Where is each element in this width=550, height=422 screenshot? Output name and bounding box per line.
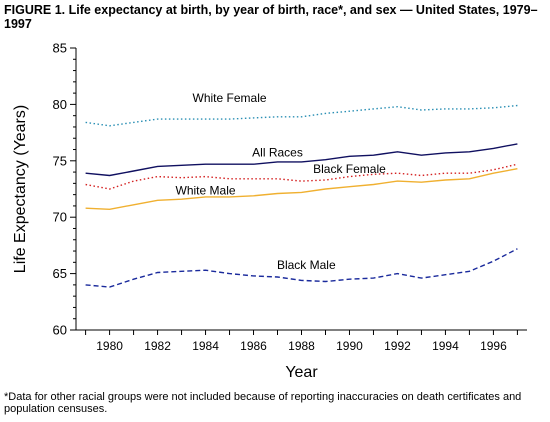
x-tick-label: 1996 (480, 339, 507, 353)
x-tick-label: 1982 (144, 339, 171, 353)
series-label-black-female: Black Female (313, 162, 386, 176)
x-axis-label: Year (285, 364, 318, 381)
series-layer (85, 104, 518, 288)
axes: 60 65 70 75 80 85 1980 1982 1984 1986 1988 1990 1992… (53, 41, 527, 353)
y-axis-label: Life Expectancy (Years) (12, 105, 29, 273)
x-tick-label: 1992 (384, 339, 411, 353)
series-line-white-female (85, 104, 518, 127)
series-line-black-male (85, 248, 518, 288)
series-line-white-male (85, 168, 518, 211)
x-tick-label: 1994 (432, 339, 459, 353)
x-tick-label: 1990 (336, 339, 363, 353)
x-tick-label: 1986 (240, 339, 267, 353)
series-label-black-male: Black Male (277, 258, 336, 272)
life-expectancy-chart: 60 65 70 75 80 85 1980 1982 1984 1986 1988 1990 1992… (12, 41, 527, 381)
series-line-all-races (85, 143, 518, 177)
x-tick-label: 1980 (96, 339, 123, 353)
x-tick-label: 1988 (288, 339, 315, 353)
series-label-white-male: White Male (176, 184, 236, 198)
x-tick-label: 1984 (192, 339, 219, 353)
y-tick-label: 75 (53, 153, 67, 168)
chart-title: FIGURE 1. Life expectancy at birth, by y… (4, 3, 538, 31)
series-label-all-races: All Races (252, 145, 303, 159)
y-tick-label: 85 (53, 41, 67, 56)
y-tick-label: 80 (53, 97, 67, 112)
y-tick-label: 70 (53, 210, 67, 225)
y-tick-label: 60 (53, 323, 67, 338)
y-tick-label: 65 (53, 266, 67, 281)
footnote: *Data for other racial groups were not i… (4, 391, 522, 415)
series-labels: White Female All Races Black Female White M… (176, 91, 387, 272)
series-label-white-female: White Female (193, 91, 267, 105)
